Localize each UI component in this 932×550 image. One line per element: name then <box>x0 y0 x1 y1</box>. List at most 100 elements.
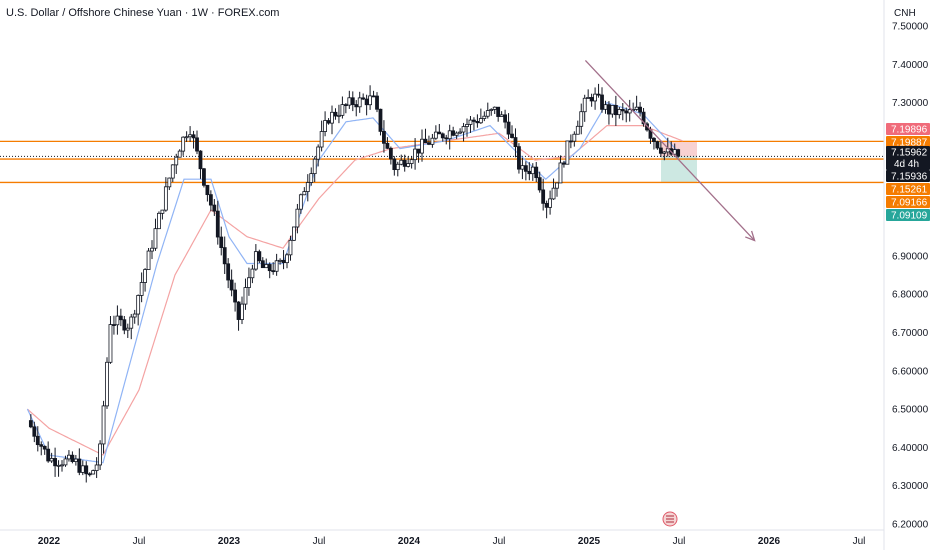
candle-body <box>534 166 539 179</box>
trendline-arrowhead <box>745 230 756 242</box>
time-tick-label: Jul <box>313 536 326 547</box>
candle-body <box>634 106 639 110</box>
candle-body <box>662 151 667 154</box>
candle-body <box>409 159 414 164</box>
candle-body <box>264 264 269 269</box>
candle-body <box>503 114 507 123</box>
candle-body <box>181 136 186 152</box>
candle-body <box>132 313 137 318</box>
candle-body <box>105 361 109 407</box>
price-tag <box>886 196 930 208</box>
horizontal-levels <box>0 140 884 184</box>
price-tag-label: 7.15962 <box>891 148 928 159</box>
candle-body <box>423 138 428 144</box>
candle-body <box>575 125 580 135</box>
candle-body <box>523 165 528 172</box>
candle-body <box>392 158 397 171</box>
price-tag-countdown: 4d 4h <box>894 159 919 170</box>
candle-body <box>295 208 300 228</box>
candle-body <box>184 136 189 139</box>
candle-body <box>485 110 490 117</box>
candle-body <box>468 119 473 125</box>
candle-body <box>219 236 224 249</box>
candle-body <box>146 250 151 270</box>
candle-body <box>236 301 241 320</box>
candle-body <box>593 93 597 102</box>
candle-body <box>53 458 57 467</box>
candle-body <box>226 263 231 281</box>
time-tick-label: 2026 <box>758 536 781 547</box>
candle-body <box>32 426 37 437</box>
candle-body <box>596 93 601 96</box>
candle-body <box>46 448 51 462</box>
candle-body <box>309 173 314 183</box>
candle-body <box>357 97 362 108</box>
candle-body <box>337 114 341 117</box>
candle-body <box>288 239 293 256</box>
candle-body <box>84 465 89 475</box>
candle-body <box>330 111 334 124</box>
candle-body <box>215 210 220 238</box>
candle-body <box>347 97 352 106</box>
time-tick-label: Jul <box>133 536 146 547</box>
candle-body <box>617 109 622 116</box>
candle-body <box>233 289 237 303</box>
candle-body <box>478 118 483 124</box>
candle-body <box>395 163 400 171</box>
candle-body <box>326 120 331 124</box>
candle-body <box>163 186 168 211</box>
candle-body <box>489 109 494 111</box>
candle-body <box>274 260 279 272</box>
candle-body <box>129 316 134 329</box>
candle-body <box>430 137 435 145</box>
candle-body <box>510 133 514 138</box>
flag-icon[interactable] <box>662 511 678 527</box>
price-tag <box>886 183 930 195</box>
candle-body <box>375 95 379 110</box>
candle-body <box>437 131 442 135</box>
price-tick-label: 7.50000 <box>892 22 929 33</box>
candle-body <box>319 131 324 148</box>
candle-body <box>305 182 310 192</box>
candle-body <box>378 108 383 132</box>
candle-body <box>658 147 663 154</box>
candle-body <box>416 148 421 154</box>
candle-body <box>247 277 251 288</box>
candle-body <box>607 104 611 115</box>
candle-body <box>537 177 542 191</box>
candle-body <box>212 204 217 212</box>
time-tick-label: Jul <box>493 536 506 547</box>
candle-body <box>98 443 102 466</box>
candle-body <box>506 121 511 135</box>
candle-body <box>472 119 476 122</box>
candle-body <box>343 104 348 107</box>
candle-body <box>433 131 438 139</box>
candle-body <box>112 324 116 326</box>
candle-body <box>558 162 563 184</box>
candle-body <box>195 137 199 152</box>
time-axis[interactable]: 2022 Jul 2023 Jul 2024 Jul 2025 Jul 2026 Jul <box>38 536 866 547</box>
price-tag-label: 7.09109 <box>891 211 928 222</box>
candle-body <box>125 327 130 331</box>
candle-body <box>603 104 608 110</box>
price-tick-label: 7.40000 <box>892 60 929 71</box>
candle-body <box>229 279 234 291</box>
candle-body <box>60 464 64 467</box>
candle-body <box>388 147 393 160</box>
candle-body <box>136 295 141 315</box>
candle-body <box>243 287 248 305</box>
candle-body <box>150 247 154 252</box>
candle-body <box>73 458 78 462</box>
price-tag-label: 7.15936 <box>891 172 928 183</box>
time-tick-label: Jul <box>853 536 866 547</box>
price-axis[interactable]: 7.50000 7.40000 7.30000 6.90000 6.80000 6.700… <box>892 22 929 531</box>
ema-fast-line <box>26 101 680 464</box>
candle-body <box>333 111 338 117</box>
candle-body <box>652 137 656 142</box>
candle-body <box>240 303 244 320</box>
trendline-arrow[interactable] <box>584 60 756 241</box>
candle-body <box>676 149 681 157</box>
candle-body <box>371 95 376 98</box>
candle-body <box>91 470 96 475</box>
